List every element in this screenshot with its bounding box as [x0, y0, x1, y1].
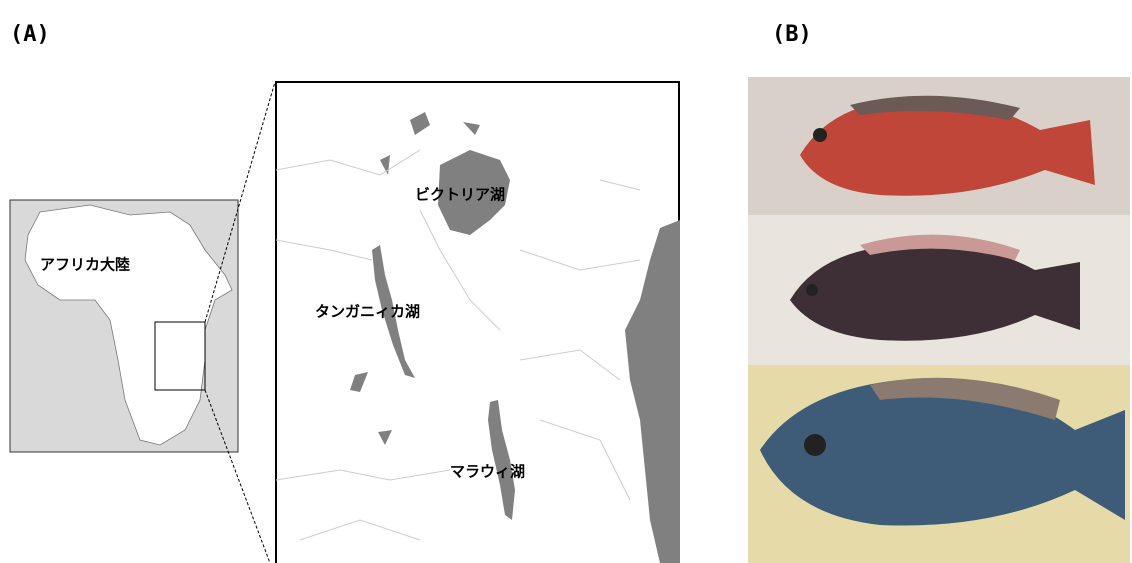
fish-photos: [748, 77, 1130, 563]
zoom-line: [204, 81, 276, 323]
lake-label: ビクトリア湖: [415, 186, 505, 204]
panel-label: (B): [772, 22, 812, 47]
africa-map: アフリカ大陸: [9, 199, 239, 453]
lake-map: ビクトリア湖 タンガニィカ湖 マラウィ湖: [275, 81, 680, 563]
lake-label: タンガニィカ湖: [315, 303, 420, 321]
zoom-line: [204, 389, 271, 563]
lake-label: マラウィ湖: [450, 463, 525, 481]
panel-label: (A): [10, 22, 50, 47]
continent-label: アフリカ大陸: [40, 256, 130, 274]
